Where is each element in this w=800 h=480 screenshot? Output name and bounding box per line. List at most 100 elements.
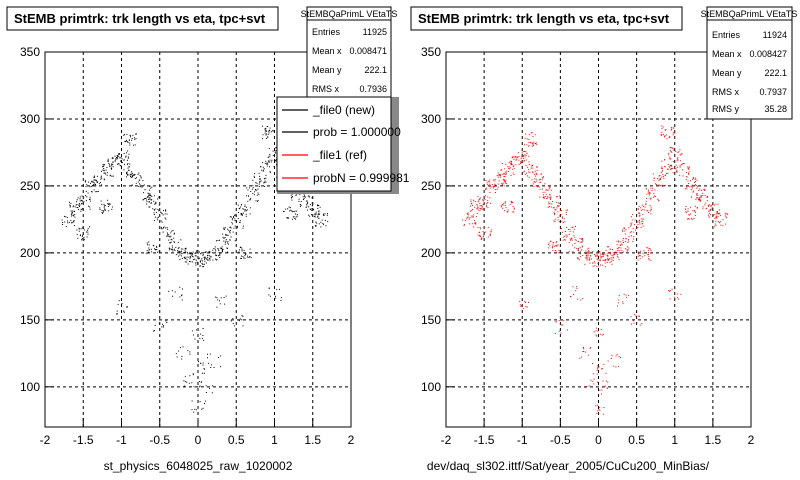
left-point-52 (198, 381, 214, 394)
right-point-49 (579, 347, 592, 359)
left-stats-frame (306, 6, 392, 98)
left-stat-value-2: 222.1 (364, 65, 387, 75)
left-point-51 (183, 374, 195, 388)
left-legend: _file0 (new) prob = 1.000000 _file1 (ref… (276, 96, 410, 194)
left-point-20 (214, 239, 229, 253)
right-point-5 (500, 163, 515, 178)
right-stats-frame (706, 6, 793, 120)
right-point-50 (607, 354, 621, 368)
left-stat-label-2: Mean y (312, 65, 342, 75)
right-point-21 (622, 227, 637, 243)
right-point-53 (595, 404, 605, 415)
right-title-box (410, 6, 683, 31)
right-point-40 (617, 293, 630, 307)
left-x-tick-label-0: -2 (40, 433, 51, 447)
right-stat-value-2: 222.1 (764, 68, 787, 78)
right-stats-name: StEMBQaPrimL VEtaTS (701, 9, 798, 19)
left-point-21 (222, 227, 236, 243)
left-point-26 (260, 159, 275, 174)
left-y-ticks: 100 150 200 250 300 350 (20, 45, 54, 394)
left-point-44 (116, 300, 128, 315)
right-panel: -2 -1.5 -1 -0.5 0 0.5 1 1.5 2 100 150 200 250 300 350… (410, 6, 798, 473)
left-point-36 (123, 133, 137, 146)
left-stat-value-1: 0.008471 (349, 46, 387, 56)
right-point-51 (584, 373, 598, 388)
left-stats-name: StEMBQaPrimL VEtaTS (301, 9, 398, 19)
right-y-tick-label-2: 200 (421, 246, 441, 260)
left-point-24 (246, 187, 260, 202)
left-x-tick-label-3: -0.5 (149, 433, 170, 447)
right-point-3 (485, 178, 499, 193)
right-point-17 (592, 253, 607, 268)
right-point-27 (668, 147, 683, 162)
left-y-tick-label-1: 150 (20, 313, 40, 327)
right-point-52 (599, 380, 609, 395)
right-y-tick-label-3: 250 (421, 179, 441, 193)
left-point-42 (261, 125, 274, 140)
left-stat-label-0: Entries (312, 27, 341, 37)
left-title-box (6, 6, 279, 31)
left-point-16 (183, 250, 198, 265)
left-point-5 (101, 162, 114, 177)
right-point-0 (462, 212, 477, 228)
left-stat-value-0: 11925 (363, 27, 387, 37)
right-point-9 (531, 172, 546, 188)
left-x-tick-label-6: 1 (271, 433, 278, 447)
right-stat-label-4: RMS y (712, 104, 740, 114)
left-point-46 (192, 361, 205, 375)
left-point-9 (129, 172, 145, 188)
right-stat-value-4: 35.28 (764, 104, 787, 114)
right-point-38 (569, 286, 584, 301)
right-point-29 (684, 176, 698, 191)
right-x-tick-label-0: -2 (441, 433, 452, 447)
left-point-49 (175, 346, 191, 360)
right-point-23 (637, 203, 652, 217)
left-stats-box: StEMBQaPrimL VEtaTS Entries 11925 Mean x… (301, 6, 398, 98)
left-point-12 (153, 209, 168, 223)
right-point-47 (630, 313, 643, 326)
left-y-tick-label-5: 350 (20, 45, 40, 59)
left-point-4 (91, 172, 106, 187)
left-point-32 (307, 204, 321, 218)
right-y-ticks: 100 150 200 250 300 350 (421, 45, 455, 394)
right-point-41 (637, 246, 652, 261)
right-y-tick-label-0: 100 (421, 380, 441, 394)
right-point-20 (616, 238, 630, 253)
left-point-8 (123, 163, 136, 178)
right-y-tick-label-5: 350 (421, 45, 441, 59)
left-point-0 (61, 212, 76, 228)
left-point-7 (114, 150, 130, 165)
right-point-33 (714, 212, 729, 228)
right-point-8 (523, 163, 538, 178)
right-point-43 (685, 205, 698, 221)
right-point-39 (593, 327, 604, 337)
right-point-35 (500, 200, 515, 213)
right-point-36 (524, 132, 538, 147)
left-point-47 (230, 315, 244, 327)
right-stat-value-1: 0.008427 (749, 49, 787, 59)
left-panel: -2 -1.5 -1 -0.5 0 0.5 1 1.5 2 100 150 200 250 300 350… (6, 6, 410, 473)
left-point-38 (168, 286, 183, 301)
right-scatter-points (462, 125, 729, 415)
left-point-33 (313, 212, 329, 228)
right-point-31 (698, 195, 713, 210)
right-point-2 (477, 195, 491, 210)
right-point-32 (708, 203, 721, 218)
left-point-35 (99, 199, 113, 214)
right-x-tick-label-1: -1.5 (474, 433, 495, 447)
right-point-10 (538, 186, 552, 200)
right-point-34 (477, 226, 492, 240)
left-point-45 (153, 320, 168, 332)
right-y-tick-label-1: 150 (421, 313, 441, 327)
left-point-22 (229, 213, 244, 229)
right-point-25 (652, 172, 667, 188)
right-point-26 (660, 159, 675, 174)
right-point-7 (515, 151, 530, 164)
left-point-39 (191, 328, 205, 341)
right-x-tick-label-2: -1 (517, 433, 528, 447)
right-point-30 (691, 186, 706, 201)
right-point-19 (606, 246, 622, 261)
legend-label-1: prob = 1.000000 (313, 125, 401, 139)
